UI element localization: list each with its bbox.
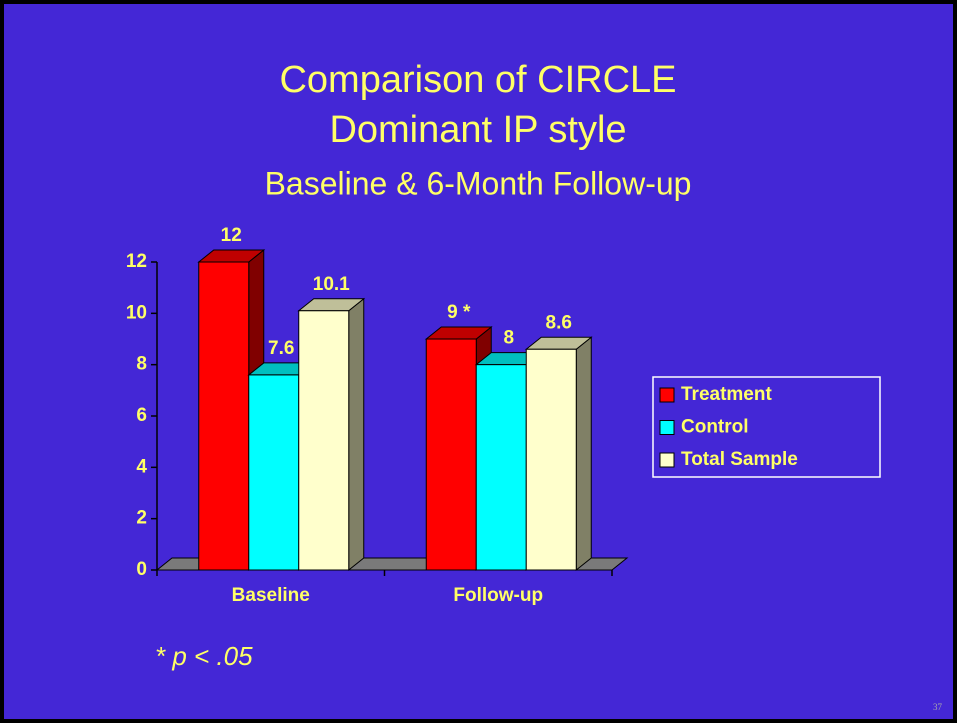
y-tick-label: 12 [126, 251, 147, 272]
y-tick-label: 8 [136, 354, 147, 375]
value-label: 12 [221, 225, 242, 246]
bar [425, 338, 477, 571]
legend-label: Total Sample [681, 449, 798, 470]
title-line: Comparison of CIRCLE [279, 59, 676, 101]
page-number: 37 [933, 702, 943, 712]
bar [298, 310, 350, 571]
legend-swatch [659, 420, 675, 435]
y-tick-label: 4 [136, 456, 147, 477]
bar-side [348, 297, 365, 572]
bar [248, 374, 300, 571]
bar [198, 261, 250, 571]
y-tick-label: 2 [136, 508, 147, 529]
value-label: 8.6 [546, 312, 572, 333]
value-label: 7.6 [268, 338, 294, 359]
title-line: Dominant IP style [329, 109, 626, 151]
value-label: 8 [503, 328, 514, 349]
x-tick-label: Baseline [232, 585, 310, 606]
value-label: 10.1 [313, 274, 350, 295]
y-tick-label: 6 [136, 405, 147, 426]
legend-swatch [659, 387, 675, 403]
x-tick-label: Follow-up [453, 585, 543, 606]
value-label: 9 * [447, 302, 471, 323]
legend-label: Treatment [681, 384, 772, 405]
legend-swatch [659, 452, 675, 468]
footnote: * p < .05 [155, 641, 253, 671]
legend-label: Control [681, 417, 749, 438]
bar [525, 348, 577, 571]
legend-box [652, 376, 881, 478]
bar-side [575, 336, 592, 572]
y-tick-label: 10 [126, 302, 147, 323]
y-tick-label: 0 [136, 559, 147, 580]
chart-subtitle: Baseline & 6-Month Follow-up [265, 165, 692, 201]
bar [475, 364, 527, 571]
